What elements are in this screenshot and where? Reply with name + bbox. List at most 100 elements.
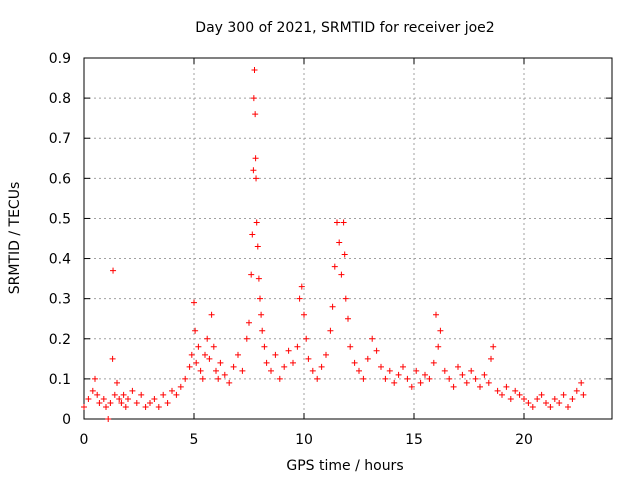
- data-point: [195, 343, 202, 350]
- data-point: [404, 375, 411, 382]
- data-point: [494, 387, 501, 394]
- data-point: [253, 175, 260, 182]
- data-point: [369, 335, 376, 342]
- data-point: [129, 387, 136, 394]
- data-point: [118, 399, 125, 406]
- data-point: [243, 335, 250, 342]
- data-point: [230, 363, 237, 370]
- x-tick-labels: 0 5 10 15 20: [80, 432, 533, 448]
- y-tick-label: 0.4: [49, 252, 71, 268]
- data-point: [81, 403, 87, 410]
- data-points: [81, 67, 587, 422]
- data-point: [182, 375, 189, 382]
- data-point: [373, 347, 380, 354]
- data-point: [276, 375, 283, 382]
- data-point: [114, 379, 120, 386]
- data-point: [251, 67, 258, 74]
- data-point: [199, 375, 206, 382]
- x-tick-label: 0: [80, 432, 89, 448]
- data-point: [160, 391, 167, 398]
- data-point: [327, 327, 334, 334]
- data-point: [426, 375, 433, 382]
- data-point: [309, 367, 316, 374]
- y-tick-label: 0.2: [49, 332, 71, 348]
- data-point: [109, 355, 116, 362]
- data-point: [547, 403, 554, 410]
- data-point: [485, 379, 492, 386]
- data-point: [107, 399, 114, 406]
- data-point: [226, 379, 233, 386]
- data-point: [110, 267, 117, 274]
- data-point: [560, 391, 567, 398]
- data-point: [347, 343, 354, 350]
- data-point: [208, 311, 215, 318]
- data-point: [296, 295, 303, 302]
- data-point: [351, 359, 358, 366]
- data-point: [252, 111, 259, 118]
- y-tick-label: 0: [62, 412, 71, 428]
- data-point: [551, 395, 558, 402]
- data-point: [303, 335, 310, 342]
- data-point: [395, 371, 402, 378]
- data-point: [422, 371, 428, 378]
- data-point: [356, 367, 362, 374]
- data-point: [120, 391, 127, 398]
- y-tick-label: 0.6: [49, 171, 71, 187]
- data-point: [490, 343, 497, 350]
- data-point: [85, 395, 92, 402]
- data-point: [122, 403, 129, 410]
- data-point: [217, 359, 224, 366]
- data-point: [386, 367, 393, 374]
- data-point: [204, 335, 211, 342]
- data-point: [246, 319, 252, 326]
- data-point: [459, 371, 466, 378]
- data-point: [529, 403, 536, 410]
- data-point: [248, 271, 255, 278]
- data-point: [580, 391, 587, 398]
- data-point: [94, 391, 101, 398]
- data-point: [435, 343, 442, 350]
- data-point: [433, 311, 439, 318]
- data-point: [521, 395, 527, 402]
- data-point: [503, 383, 510, 390]
- data-point: [342, 295, 349, 302]
- data-point: [290, 359, 296, 366]
- data-point: [534, 395, 541, 402]
- data-point: [499, 391, 505, 398]
- data-point: [516, 391, 523, 398]
- data-point: [364, 355, 371, 362]
- data-point: [323, 351, 329, 358]
- data-point: [488, 355, 494, 362]
- data-point: [268, 367, 274, 374]
- x-tick-label: 20: [515, 432, 533, 448]
- data-point: [151, 395, 158, 402]
- data-point: [450, 383, 457, 390]
- y-tick-label: 0.5: [49, 211, 71, 227]
- y-tick-label: 0.8: [49, 91, 71, 107]
- data-point: [142, 403, 149, 410]
- data-point: [177, 383, 184, 390]
- data-point: [239, 367, 246, 374]
- data-point: [565, 403, 571, 410]
- data-point: [169, 387, 175, 394]
- data-point: [472, 375, 479, 382]
- data-point: [331, 263, 338, 270]
- data-point: [334, 219, 340, 226]
- data-point: [569, 395, 576, 402]
- data-point: [105, 416, 112, 422]
- data-point: [221, 371, 228, 378]
- data-point: [191, 299, 197, 306]
- data-point: [413, 367, 420, 374]
- data-point: [186, 363, 193, 370]
- axis-ticks: [83, 57, 612, 420]
- data-point: [430, 359, 437, 366]
- data-point: [235, 351, 241, 358]
- data-point: [340, 219, 347, 226]
- data-point: [258, 311, 265, 318]
- data-point: [382, 375, 389, 382]
- data-point: [301, 311, 307, 318]
- data-point: [298, 283, 305, 290]
- data-point: [573, 387, 580, 394]
- data-point: [400, 363, 406, 370]
- data-point: [103, 403, 109, 410]
